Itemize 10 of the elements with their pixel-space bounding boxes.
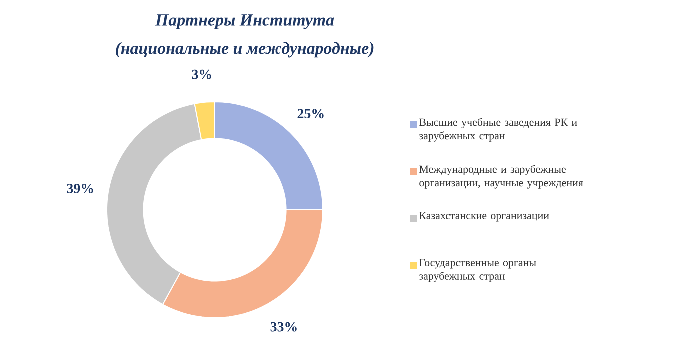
data-label: 3% [192,70,212,80]
data-label: 25% [298,109,324,119]
legend-label: Казахстанские организации [420,212,550,222]
chart-title: Партнеры Института [155,14,334,30]
data-label: 33% [270,322,297,332]
legend-label: Высшие учебные заведения РК и зарубежных стран [420,118,578,142]
chart-subtitle: (национальные и международные) [116,42,374,58]
legend-label: Государственные органы зарубежных стран [420,259,536,282]
legend-label: Международные и зарубежные организации, научные учреждения [420,165,584,189]
data-label: 39% [67,184,94,194]
